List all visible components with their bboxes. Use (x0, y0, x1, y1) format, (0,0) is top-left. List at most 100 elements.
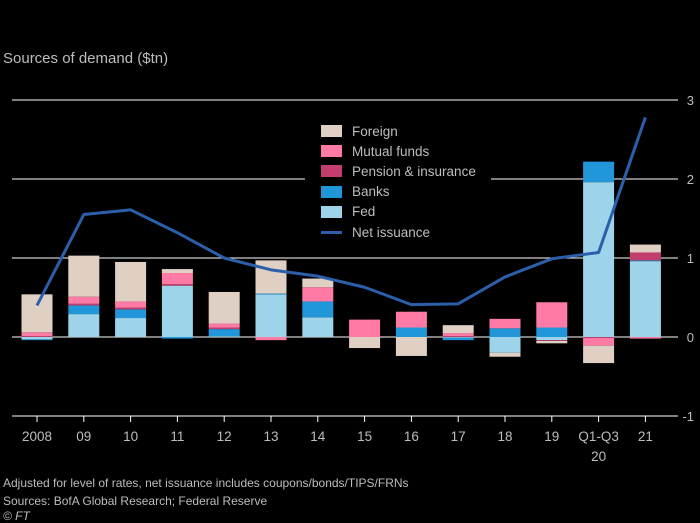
legend-swatch-fed (321, 205, 342, 218)
chart-note-sources: Sources: BofA Global Research; Federal R… (3, 494, 268, 508)
legend-item-foreign: Foreign (305, 121, 491, 141)
bar-segment-banks (489, 328, 521, 337)
bar-segment-fed (68, 314, 100, 337)
bar-segment-fed (629, 261, 661, 337)
legend-item-mutual_funds: Mutual funds (305, 141, 491, 161)
bar-segment-mutual_funds (395, 311, 427, 328)
y-tick-label: -1 (682, 409, 694, 424)
bar-segment-foreign (115, 261, 147, 302)
bar-segment-mutual_funds (536, 302, 568, 328)
bar-segment-banks (115, 309, 147, 319)
bar-segment-banks (629, 260, 661, 262)
bar-segment-banks (21, 339, 53, 341)
bar-segment-mutual_funds (255, 337, 287, 341)
bar-segment-foreign (255, 260, 287, 294)
x-tick-label: Q1-Q3 (578, 429, 619, 444)
bar-segment-pension_insurance (442, 336, 474, 337)
bar-segment-fed (208, 336, 240, 337)
bar-segment-foreign (489, 352, 521, 357)
chart-note-credit: © FT (3, 509, 30, 523)
legend-swatch-mutual_funds (321, 145, 342, 158)
y-tick-label: 0 (687, 330, 694, 345)
legend-swatch-net_issuance (321, 230, 342, 234)
y-tick-label: 2 (687, 172, 694, 187)
legend-swatch-foreign (321, 125, 342, 138)
x-tick-label: 09 (76, 429, 91, 444)
bar-segment-mutual_funds (442, 333, 474, 337)
x-tick-label: 2008 (22, 429, 52, 444)
bar-segment-fed (442, 337, 474, 338)
bar-segment-banks (442, 337, 474, 341)
bar-segment-banks (583, 161, 615, 183)
bar-segment-mutual_funds (68, 296, 100, 304)
y-tick-label: 3 (687, 93, 694, 108)
legend-item-fed: Fed (305, 202, 491, 222)
bar-segment-fed (489, 337, 521, 353)
bar-segment-fed (161, 285, 193, 337)
x-tick-label: 21 (638, 429, 653, 444)
bar-segment-mutual_funds (583, 337, 615, 346)
x-tick-label: 19 (544, 429, 559, 444)
legend-item-pension_insurance: Pension & insurance (305, 161, 491, 181)
bar-segment-mutual_funds (208, 323, 240, 328)
bar-segment-banks (208, 329, 240, 337)
x-tick-label: 17 (451, 429, 466, 444)
bar-segment-mutual_funds (489, 318, 521, 329)
x-tick-label: 15 (357, 429, 372, 444)
legend-item-net_issuance: Net issuance (305, 222, 491, 242)
bar-segment-mutual_funds (349, 319, 381, 337)
bar-segment-banks (395, 327, 427, 337)
bar-segment-pension_insurance (68, 303, 100, 306)
bar-segment-foreign (68, 255, 100, 297)
bar-segment-foreign (349, 337, 381, 349)
x-tick-label: 20 (591, 449, 606, 464)
bar-segment-banks (161, 337, 193, 339)
chart-legend: Foreign Mutual funds Pension & insurance Ba… (305, 117, 491, 249)
bar-segment-pension_insurance (208, 327, 240, 330)
bar-segment-banks (255, 293, 287, 295)
bar-segment-pension_insurance (583, 337, 615, 338)
bar-segment-mutual_funds (115, 301, 147, 308)
bar-segment-fed (115, 318, 147, 337)
x-tick-label: 11 (170, 429, 184, 444)
bar-segment-foreign (583, 345, 615, 364)
y-tick-label: 1 (687, 251, 694, 266)
legend-label: Net issuance (352, 224, 431, 240)
chart-subtitle: Sources of demand ($tn) (3, 50, 169, 67)
legend-swatch-pension_insurance (321, 165, 342, 178)
bar-segment-foreign (161, 269, 193, 274)
bar-segment-pension_insurance (629, 252, 661, 261)
x-tick-label: 18 (497, 429, 512, 444)
bar-segment-foreign (302, 278, 334, 288)
bar-segment-fed (21, 337, 53, 340)
legend-label: Foreign (352, 123, 398, 139)
bar-segment-pension_insurance (536, 340, 568, 341)
legend-item-banks: Banks (305, 182, 491, 202)
x-tick-label: 12 (217, 429, 232, 444)
bar-segment-pension_insurance (21, 336, 53, 337)
bar-segment-mutual_funds (21, 332, 53, 337)
x-tick-label: 14 (310, 429, 326, 444)
legend-label: Pension & insurance (352, 163, 476, 179)
bar-segment-mutual_funds (629, 337, 661, 339)
bar-segment-fed (255, 294, 287, 337)
chart-note-adjusted: Adjusted for level of rates, net issuanc… (3, 476, 409, 490)
bar-segment-foreign (395, 337, 427, 356)
bar-segment-foreign (208, 291, 240, 324)
legend-label: Mutual funds (352, 143, 430, 159)
legend-swatch-banks (321, 185, 342, 198)
legend-label: Banks (352, 184, 390, 200)
bar-segment-pension_insurance (115, 307, 147, 310)
bar-segment-fed (536, 337, 568, 341)
bar-segment-foreign (629, 244, 661, 253)
bar-segment-pension_insurance (161, 284, 193, 286)
bar-segment-banks (68, 305, 100, 315)
legend-label: Fed (352, 204, 376, 220)
bar-segment-foreign (442, 325, 474, 334)
bar-segment-foreign (536, 340, 568, 344)
bar-segment-fed (583, 182, 615, 337)
bar-segment-mutual_funds (302, 287, 334, 302)
bar-segment-banks (302, 301, 334, 318)
bar-segment-mutual_funds (161, 273, 193, 285)
